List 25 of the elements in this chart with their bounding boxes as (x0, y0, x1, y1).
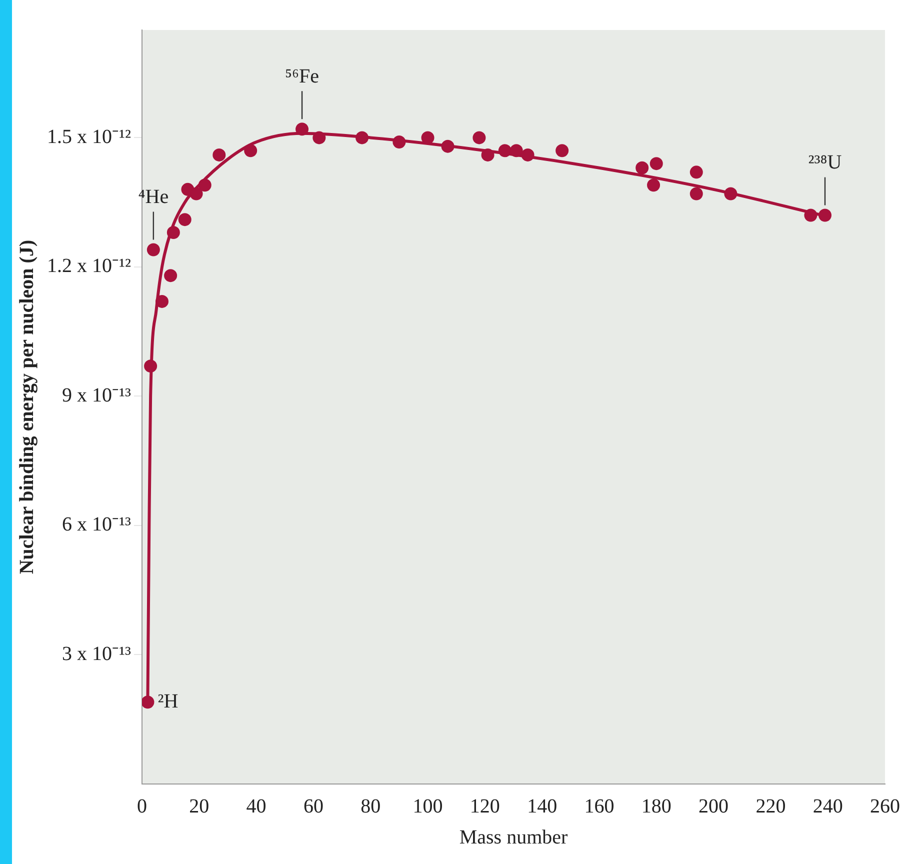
annotation: ²³⁸U (808, 152, 842, 174)
x-tick-label: 40 (246, 795, 266, 818)
x-tick-label: 260 (870, 795, 900, 818)
y-tick-label: 3 x 10⁻¹³ (62, 642, 131, 665)
y-tick-label: 1.2 x 10⁻¹² (46, 255, 131, 278)
x-tick-label: 80 (360, 795, 381, 818)
annotation: ⁴He (138, 186, 169, 208)
x-tick-label: 0 (136, 795, 147, 818)
x-tick-label: 100 (412, 795, 443, 818)
x-tick-label: 140 (527, 795, 558, 818)
y-tick-label: 9 x 10⁻¹³ (62, 384, 131, 406)
x-tick-label: 60 (303, 795, 324, 818)
x-tick-label: 160 (584, 795, 614, 818)
x-tick-label: 20 (189, 795, 210, 818)
y-axis-title: Nuclear binding energy per nucleon (J) (16, 240, 38, 574)
annotation: ⁵⁶Fe (285, 65, 320, 88)
x-tick-label: 120 (470, 795, 500, 818)
x-tick-label: 180 (641, 795, 672, 818)
y-tick-label: 6 x 10⁻¹³ (62, 514, 131, 536)
x-tick-label: 240 (812, 795, 843, 818)
x-tick-label: 220 (756, 795, 786, 818)
x-axis-title: Mass number (459, 826, 568, 848)
annotation: ²H (158, 690, 178, 712)
y-tick-label: 1.5 x 10⁻¹² (46, 126, 131, 148)
x-tick-label: 200 (698, 795, 729, 818)
